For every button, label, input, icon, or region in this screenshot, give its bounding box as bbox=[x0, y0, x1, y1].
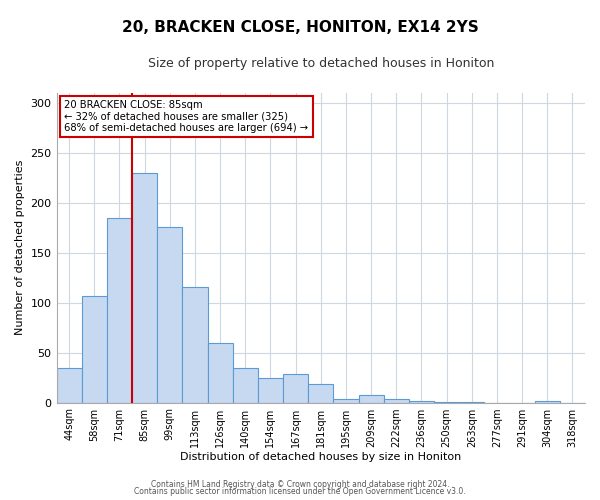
Text: 20 BRACKEN CLOSE: 85sqm
← 32% of detached houses are smaller (325)
68% of semi-d: 20 BRACKEN CLOSE: 85sqm ← 32% of detache… bbox=[64, 100, 308, 134]
Bar bbox=[107, 218, 132, 402]
Bar bbox=[383, 398, 409, 402]
Text: Contains HM Land Registry data © Crown copyright and database right 2024.: Contains HM Land Registry data © Crown c… bbox=[151, 480, 449, 489]
X-axis label: Distribution of detached houses by size in Honiton: Distribution of detached houses by size … bbox=[180, 452, 461, 462]
Title: Size of property relative to detached houses in Honiton: Size of property relative to detached ho… bbox=[148, 58, 494, 70]
Bar bbox=[409, 400, 434, 402]
Bar bbox=[283, 374, 308, 402]
Text: Contains public sector information licensed under the Open Government Licence v3: Contains public sector information licen… bbox=[134, 487, 466, 496]
Bar bbox=[258, 378, 283, 402]
Bar bbox=[233, 368, 258, 402]
Text: 20, BRACKEN CLOSE, HONITON, EX14 2YS: 20, BRACKEN CLOSE, HONITON, EX14 2YS bbox=[122, 20, 478, 35]
Y-axis label: Number of detached properties: Number of detached properties bbox=[15, 160, 25, 335]
Bar bbox=[334, 398, 359, 402]
Bar bbox=[182, 286, 208, 403]
Bar bbox=[56, 368, 82, 402]
Bar bbox=[157, 226, 182, 402]
Bar bbox=[132, 172, 157, 402]
Bar bbox=[208, 342, 233, 402]
Bar bbox=[535, 400, 560, 402]
Bar bbox=[308, 384, 334, 402]
Bar bbox=[82, 296, 107, 403]
Bar bbox=[359, 394, 383, 402]
